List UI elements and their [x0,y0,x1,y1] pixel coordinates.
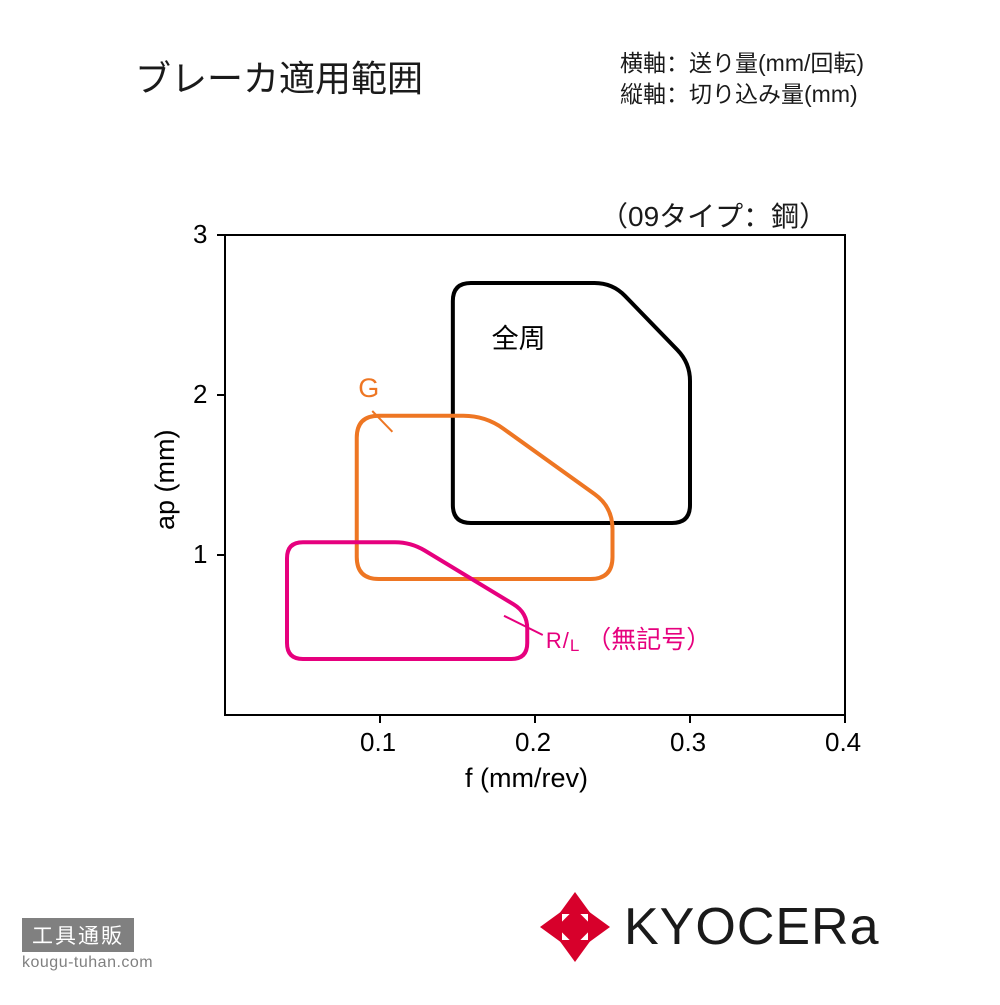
x-tick-label: 0.2 [515,727,551,758]
footer-badge-url: kougu-tuhan.com [22,954,153,972]
x-tick-label: 0.1 [360,727,396,758]
region-g [357,416,613,579]
region-zenshuu [453,283,690,523]
x-tick-label: 0.3 [670,727,706,758]
region-rl [287,542,527,659]
y-tick-label: 3 [193,219,207,250]
y-tick-label: 1 [193,539,207,570]
region-label-g: G [358,373,379,404]
footer-badge: 工具通販 kougu-tuhan.com [22,918,153,972]
footer-badge-box: 工具通販 [22,918,134,952]
x-tick-label: 0.4 [825,727,861,758]
brand-text: KYOCERa [624,897,880,957]
region-label-zenshuu: 全周 [492,317,546,356]
y-tick-label: 2 [193,379,207,410]
y-axis-label: ap (mm) [150,430,181,531]
brand: KYOCERa [540,892,880,962]
brand-logo-icon [540,892,610,962]
x-axis-label: f (mm/rev) [465,763,588,794]
region-label-rl: R/L （無記号） [546,620,711,656]
